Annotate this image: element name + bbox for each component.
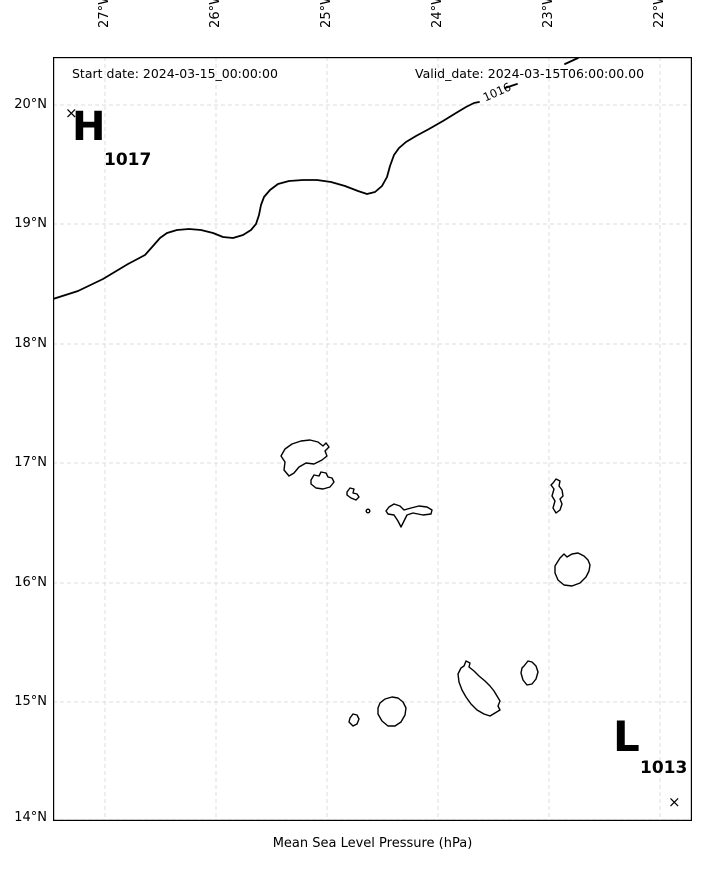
left-tick-20n: 20°N (14, 97, 47, 112)
island-sao-nicolau (385, 503, 433, 528)
island-brava (348, 713, 360, 727)
low-center-x-marker: × (668, 793, 681, 811)
plot-border (53, 57, 692, 821)
islet-raso (365, 508, 371, 514)
island-santa-luzia (346, 487, 360, 501)
start-date-annotation: Start date: 2024-03-15_00:00:00 (72, 66, 278, 81)
left-tick-17n: 17°N (14, 455, 47, 470)
high-pressure-symbol: H (72, 104, 106, 150)
chart-caption: Mean Sea Level Pressure (hPa) (272, 836, 473, 851)
left-tick-15n: 15°N (14, 694, 47, 709)
island-santo-antao (280, 439, 330, 477)
top-tick-23w: 23°W (541, 0, 556, 28)
island-sal (550, 478, 564, 514)
left-tick-19n: 19°N (14, 216, 47, 231)
isobar-1016-line (53, 57, 579, 300)
low-pressure-value: 1013 (640, 758, 688, 778)
left-tick-16n: 16°N (14, 575, 47, 590)
left-tick-14n: 14°N (14, 810, 47, 825)
high-center-x-marker: × (65, 104, 78, 122)
valid-date-annotation: Valid_date: 2024-03-15T06:00:00.00 (415, 66, 645, 81)
map-canvas (53, 57, 692, 821)
grid-lines (53, 57, 692, 821)
island-fogo (377, 696, 407, 727)
top-tick-25w: 25°W (319, 0, 334, 28)
low-pressure-symbol: L (613, 712, 640, 761)
island-santiago (457, 660, 501, 717)
top-tick-26w: 26°W (208, 0, 223, 28)
map-plot-area (53, 57, 692, 821)
island-maio (520, 660, 539, 686)
high-pressure-value: 1017 (104, 150, 152, 170)
top-tick-27w: 27°W (97, 0, 112, 28)
island-boa-vista (554, 552, 591, 587)
island-sao-vicente (310, 471, 335, 490)
top-tick-22w: 22°W (652, 0, 667, 28)
left-tick-18n: 18°N (14, 336, 47, 351)
top-tick-24w: 24°W (430, 0, 445, 28)
